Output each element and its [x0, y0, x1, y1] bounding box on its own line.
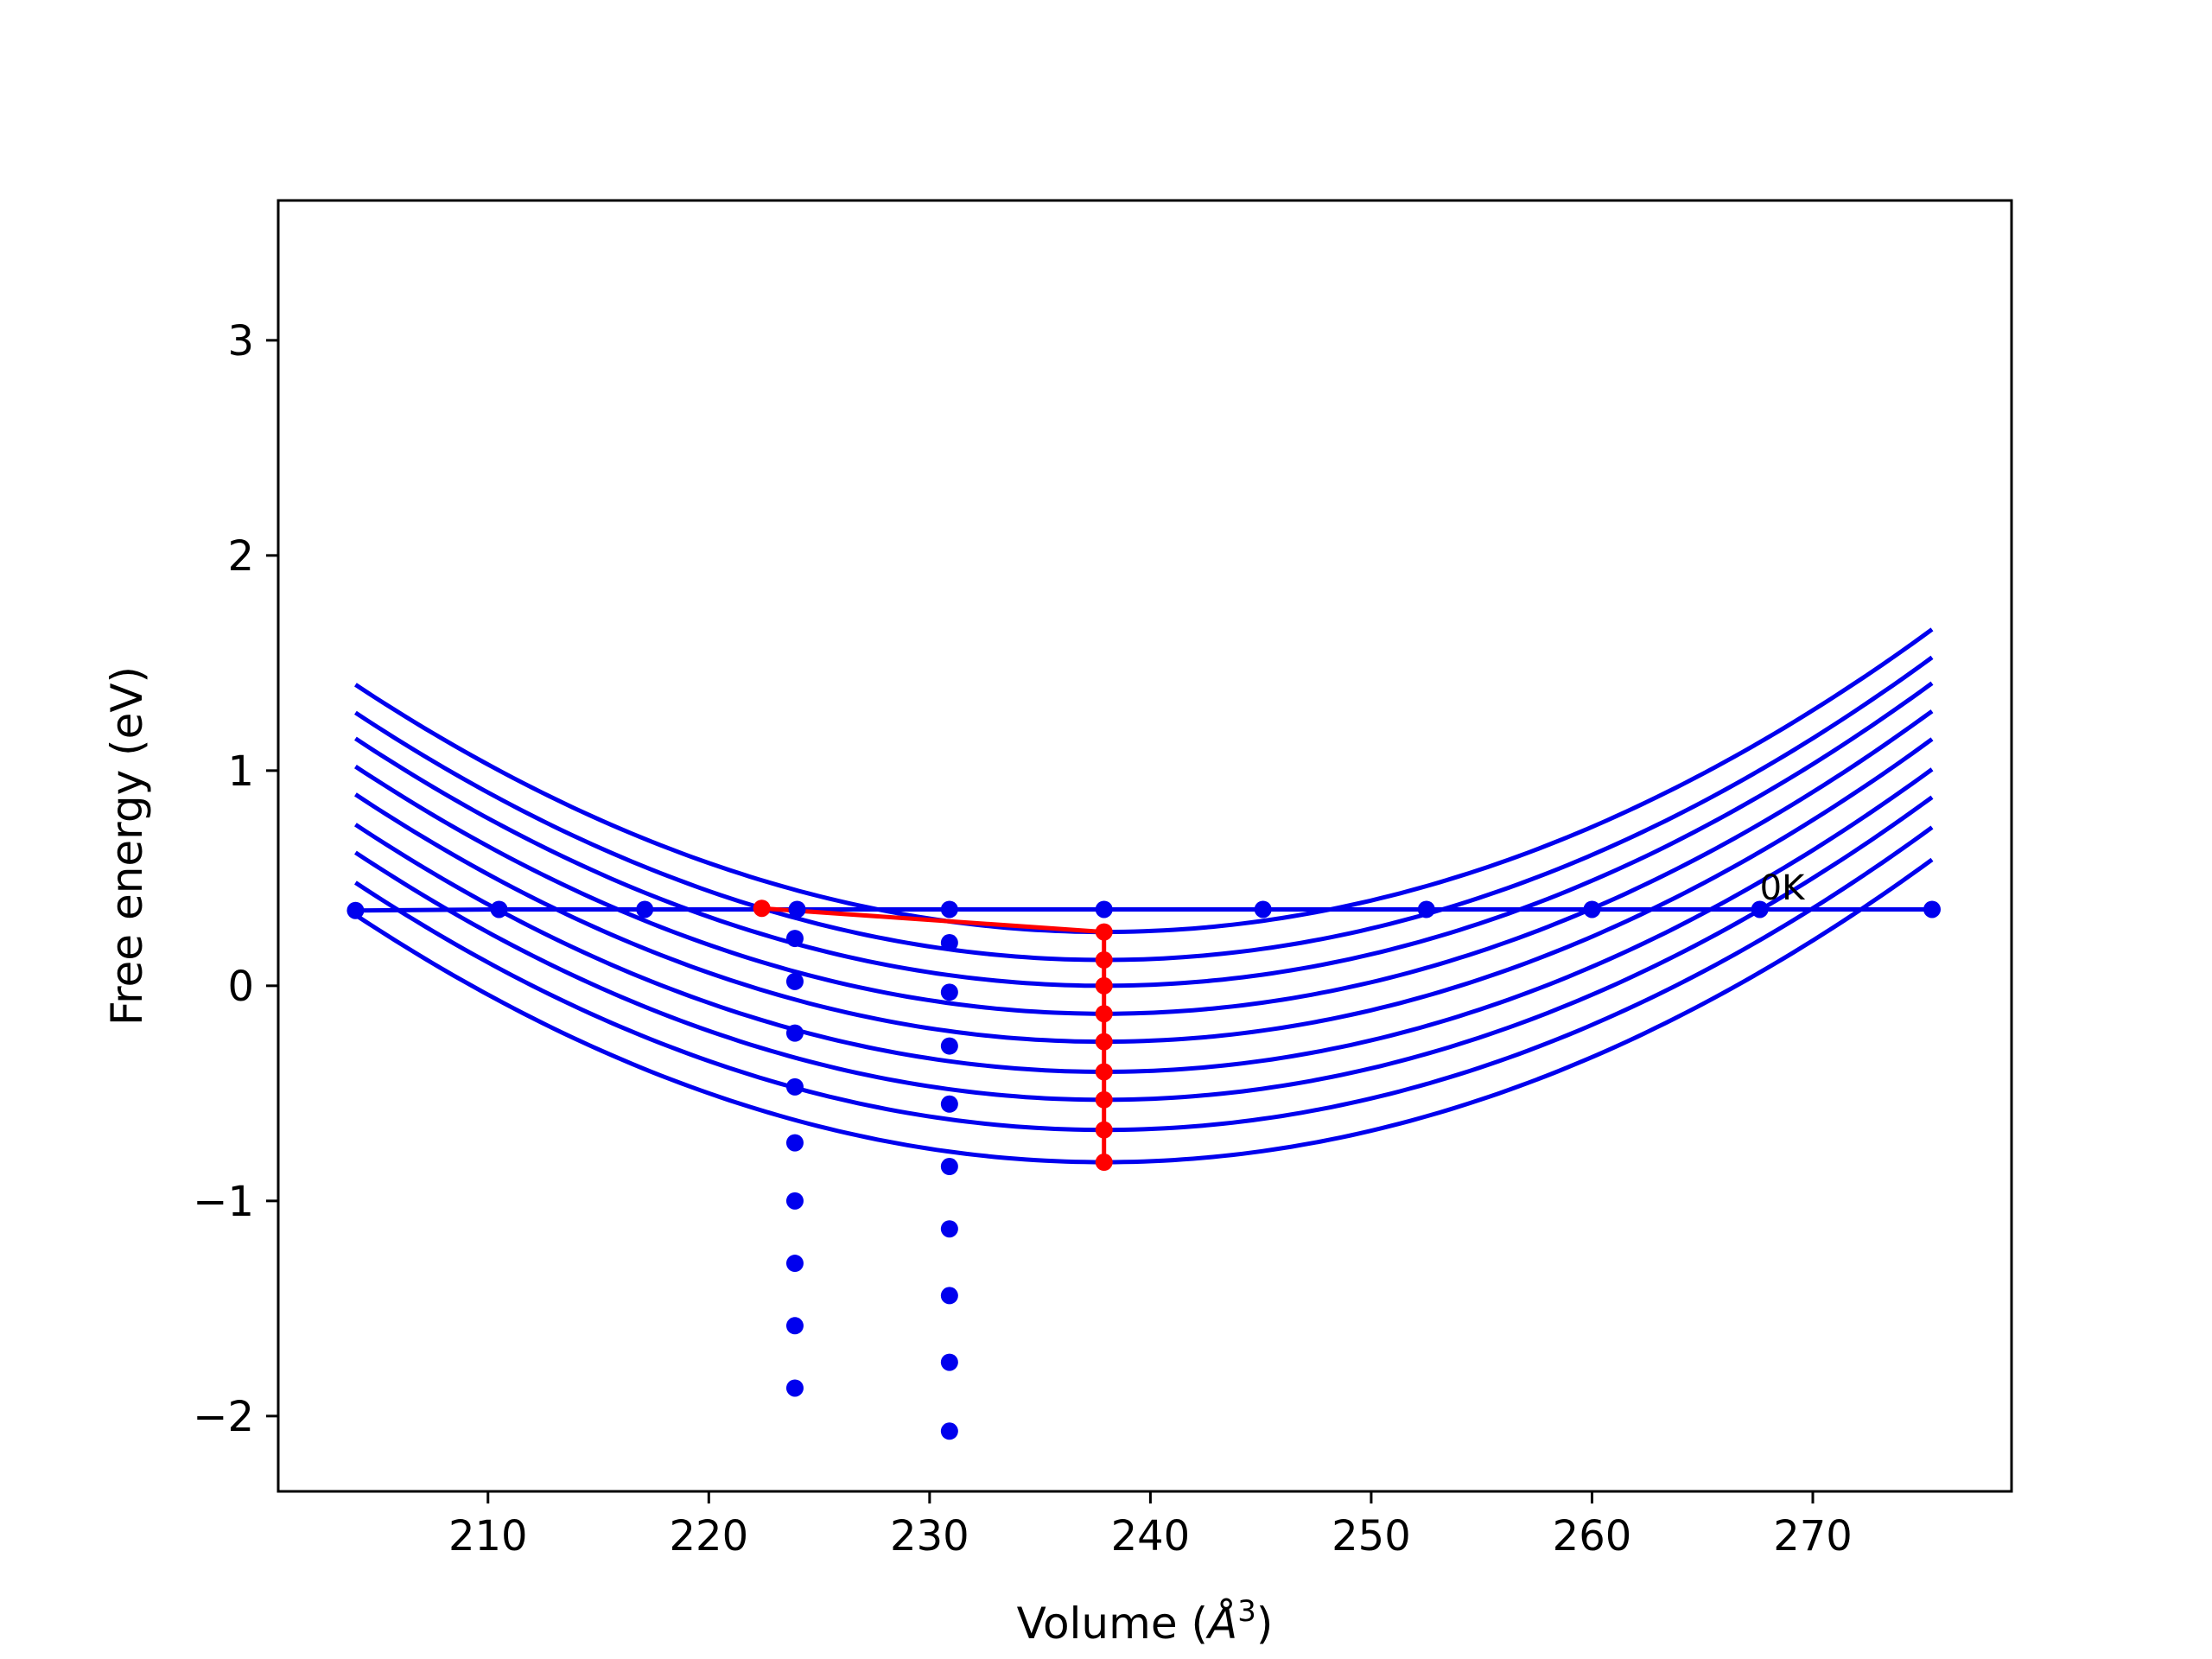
- x-tick-label-5: 260: [1553, 1512, 1632, 1560]
- x-axis-label-close: ): [1256, 1599, 1274, 1649]
- equilibrium-path-line: [761, 906, 1107, 1162]
- scatter-3-point-4: [940, 1158, 958, 1176]
- y-axis-label: Free energy (eV): [102, 666, 152, 1026]
- x-axis-label-sup: 3: [1237, 1594, 1256, 1629]
- zero-kelvin-line-point-4: [940, 900, 958, 918]
- equilibrium-path-line-point-2: [1095, 950, 1113, 969]
- equilibrium-path-line-point-4: [1095, 1005, 1113, 1023]
- scatter-2-point-0: [785, 930, 804, 948]
- scatter-2-point-1: [785, 972, 804, 990]
- ticks-layer: 210 220 230 240 250 260 270 −2 −1 0 1 2 3: [193, 317, 1853, 1560]
- free-energy-curve-5: [354, 767, 1934, 1074]
- equilibrium-path-line-point-6: [1095, 1063, 1113, 1081]
- x-tick-label-2: 230: [890, 1512, 969, 1560]
- x-axis-label-text: Volume (: [1017, 1599, 1208, 1649]
- y-tick-label-5: 3: [227, 317, 254, 365]
- scatter-3-point-3: [940, 1095, 958, 1113]
- y-tick-label-1: −1: [193, 1178, 254, 1226]
- equilibrium-path-line-point-5: [1095, 1033, 1113, 1051]
- zero-kelvin-line-point-5: [1095, 900, 1113, 918]
- zero-kelvin-line-point-1: [490, 900, 508, 918]
- free-energy-curve-0: [354, 627, 1934, 935]
- scatter-3-point-2: [940, 1037, 958, 1055]
- x-tick-label-4: 250: [1332, 1512, 1411, 1560]
- zero-kelvin-line-point-10: [1923, 900, 1942, 918]
- y-tick-label-2: 0: [227, 963, 254, 1011]
- scatter-2-point-7: [785, 1317, 804, 1335]
- equilibrium-path-line-point-1: [1095, 923, 1113, 941]
- zero-kelvin-line-point-8: [1583, 900, 1601, 918]
- scatter-3-point-5: [940, 1220, 958, 1238]
- plot-frame: [276, 199, 2013, 1493]
- zero-kelvin-line-point-9: [1751, 900, 1769, 918]
- markers-layer: [346, 899, 1942, 1440]
- scatter-2-point-4: [785, 1134, 804, 1152]
- scatter-3-point-7: [940, 1353, 958, 1371]
- free-energy-curve-1: [354, 655, 1934, 963]
- free-energy-curve-8: [354, 857, 1934, 1165]
- zero-kelvin-line-point-7: [1417, 900, 1435, 918]
- zero-kelvin-line-point-6: [1254, 900, 1272, 918]
- x-tick-label-1: 220: [669, 1512, 748, 1560]
- scatter-3-point-8: [940, 1422, 958, 1440]
- equilibrium-path-line-point-7: [1095, 1090, 1113, 1109]
- free-energy-curve-4: [354, 737, 1934, 1045]
- free-energy-curve-2: [354, 681, 1934, 988]
- y-tick-label-3: 1: [227, 747, 254, 796]
- x-tick-label-0: 210: [448, 1512, 528, 1560]
- free-energy-curve-7: [354, 825, 1934, 1133]
- x-axis-label: Volume (Å3): [1017, 1594, 1274, 1649]
- equilibrium-path-line-point-3: [1095, 976, 1113, 995]
- zero-kelvin-line-point-3: [788, 900, 806, 918]
- scatter-3-point-0: [940, 934, 958, 952]
- free-energy-curve-6: [354, 795, 1934, 1103]
- equilibrium-path-line-point-9: [1095, 1154, 1113, 1172]
- zero-kelvin-line-point-0: [346, 901, 365, 919]
- scatter-3-point-6: [940, 1287, 958, 1305]
- y-tick-label-0: −2: [193, 1393, 254, 1441]
- annotation-0k: 0K: [1760, 868, 1806, 908]
- scatter-2-point-5: [785, 1192, 804, 1210]
- scatter-2-point-6: [785, 1255, 804, 1273]
- x-tick-label-6: 270: [1773, 1512, 1853, 1560]
- x-axis-label-unit: Å: [1205, 1599, 1237, 1649]
- scatter-2-point-3: [785, 1077, 804, 1096]
- scatter-2-point-8: [785, 1379, 804, 1397]
- equilibrium-path-line-point-8: [1095, 1121, 1113, 1139]
- scatter-2-point-2: [785, 1024, 804, 1042]
- curves-layer: [354, 627, 1934, 1165]
- x-tick-label-3: 240: [1111, 1512, 1191, 1560]
- free-energy-curve-3: [354, 709, 1934, 1016]
- zero-kelvin-line: [355, 907, 1932, 913]
- equilibrium-path-line-point-0: [753, 899, 771, 918]
- zero-kelvin-line-point-2: [636, 900, 654, 918]
- scatter-3-point-1: [940, 983, 958, 1001]
- y-tick-label-4: 2: [227, 532, 254, 581]
